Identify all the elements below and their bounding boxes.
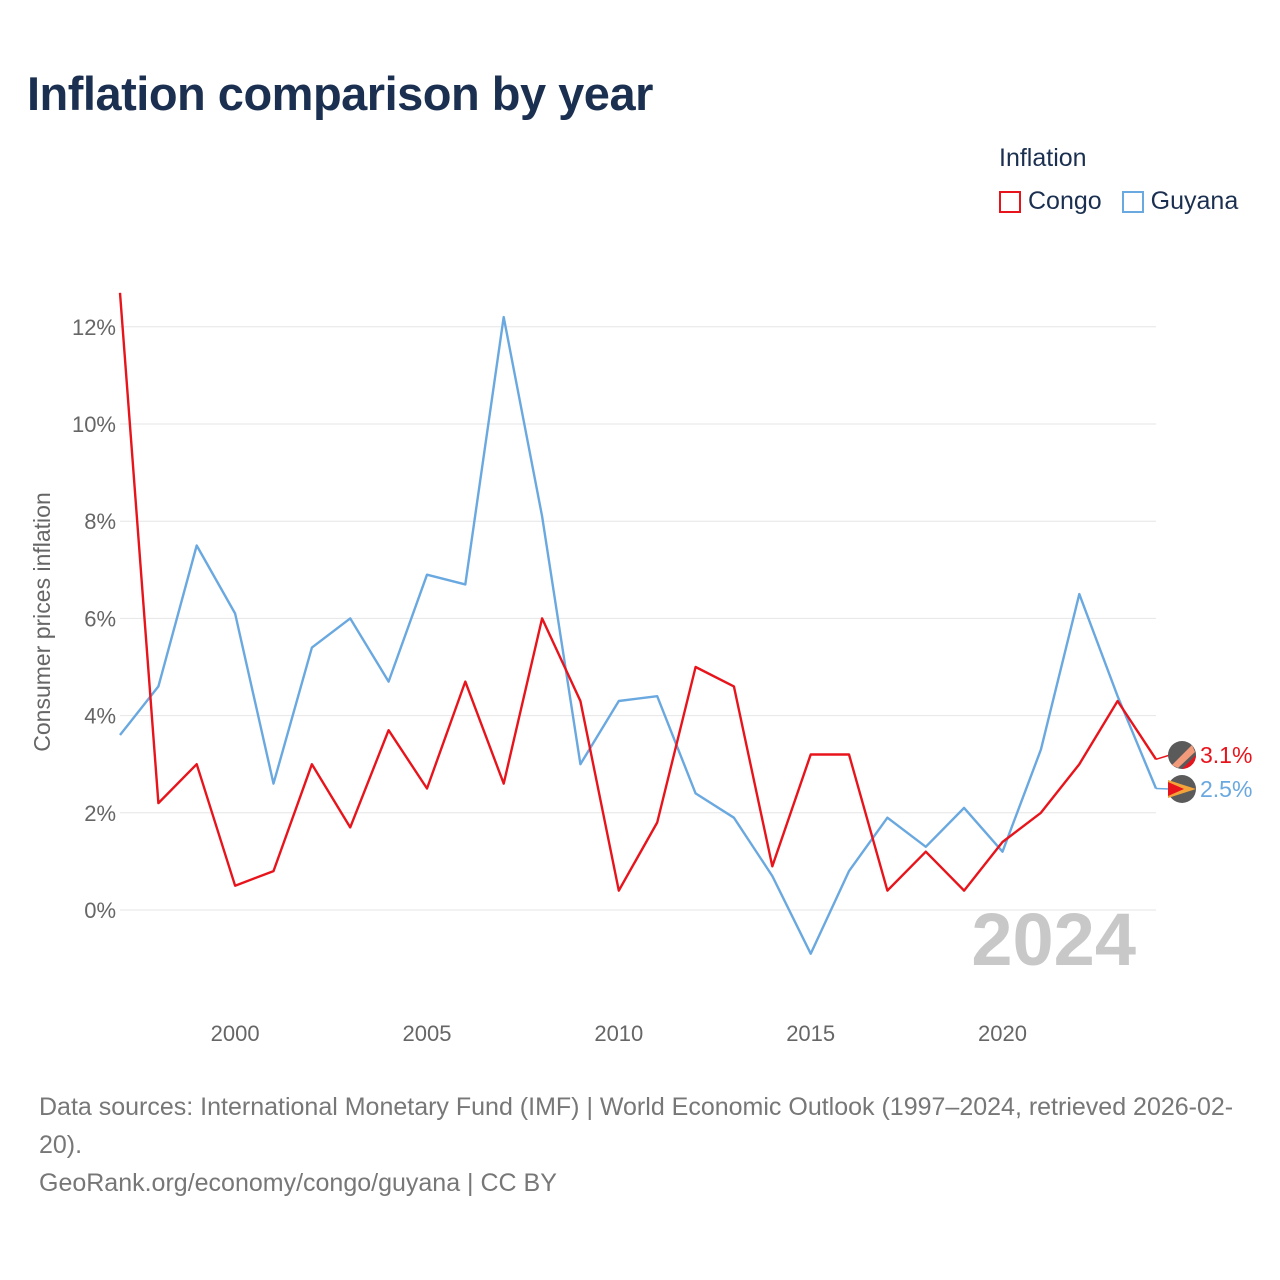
year-label: 2024: [971, 898, 1136, 981]
y-tick-label: 8%: [84, 509, 116, 534]
y-tick-label: 0%: [84, 898, 116, 923]
y-tick-label: 4%: [84, 704, 116, 729]
y-tick-label: 2%: [84, 801, 116, 826]
end-value-label-guyana: 2.5%: [1200, 776, 1252, 802]
legend-label-congo: Congo: [1028, 187, 1102, 215]
flag-icon-guyana-triangle: [1168, 782, 1184, 796]
series-line-congo: [118, 292, 1158, 892]
legend: Inflation Congo Guyana: [999, 144, 1238, 216]
x-tick-label: 2020: [978, 1021, 1027, 1046]
legend-item-congo[interactable]: Congo: [999, 187, 1102, 216]
x-tick-label: 2015: [786, 1021, 835, 1046]
x-tick-label: 2005: [402, 1021, 451, 1046]
y-tick-label: 6%: [84, 606, 116, 631]
data-sources: Data sources: International Monetary Fun…: [39, 1093, 1234, 1159]
legend-swatch-congo: [999, 190, 1021, 213]
flag-icon-congo-corner: [1182, 755, 1196, 769]
credit-link[interactable]: GeoRank.org/economy/congo/guyana | CC BY: [39, 1169, 557, 1197]
y-tick-label: 10%: [72, 412, 116, 437]
chart-title: Inflation comparison by year: [27, 67, 653, 120]
footer: Data sources: International Monetary Fun…: [39, 1088, 1249, 1202]
end-connector-congo: [1155, 754, 1171, 761]
y-tick-label: 12%: [72, 315, 116, 340]
flag-icon-congo-band: [1172, 745, 1195, 768]
legend-title: Inflation: [999, 144, 1087, 172]
y-axis-label: Consumer prices inflation: [29, 492, 55, 752]
x-tick-label: 2010: [594, 1021, 643, 1046]
end-value-label-congo: 3.1%: [1200, 742, 1252, 768]
line-chart: 0% 2% 4% 6% 8% 10% 12% 2000 2005 2010 2015 2020 Cons…: [29, 292, 1252, 1046]
legend-swatch-guyana: [1121, 190, 1144, 213]
legend-item-guyana[interactable]: Guyana: [1121, 187, 1239, 216]
legend-label-guyana: Guyana: [1150, 187, 1239, 215]
series-line-guyana: [119, 315, 1158, 955]
end-connector-guyana: [1155, 787, 1171, 790]
x-tick-label: 2000: [211, 1021, 260, 1046]
